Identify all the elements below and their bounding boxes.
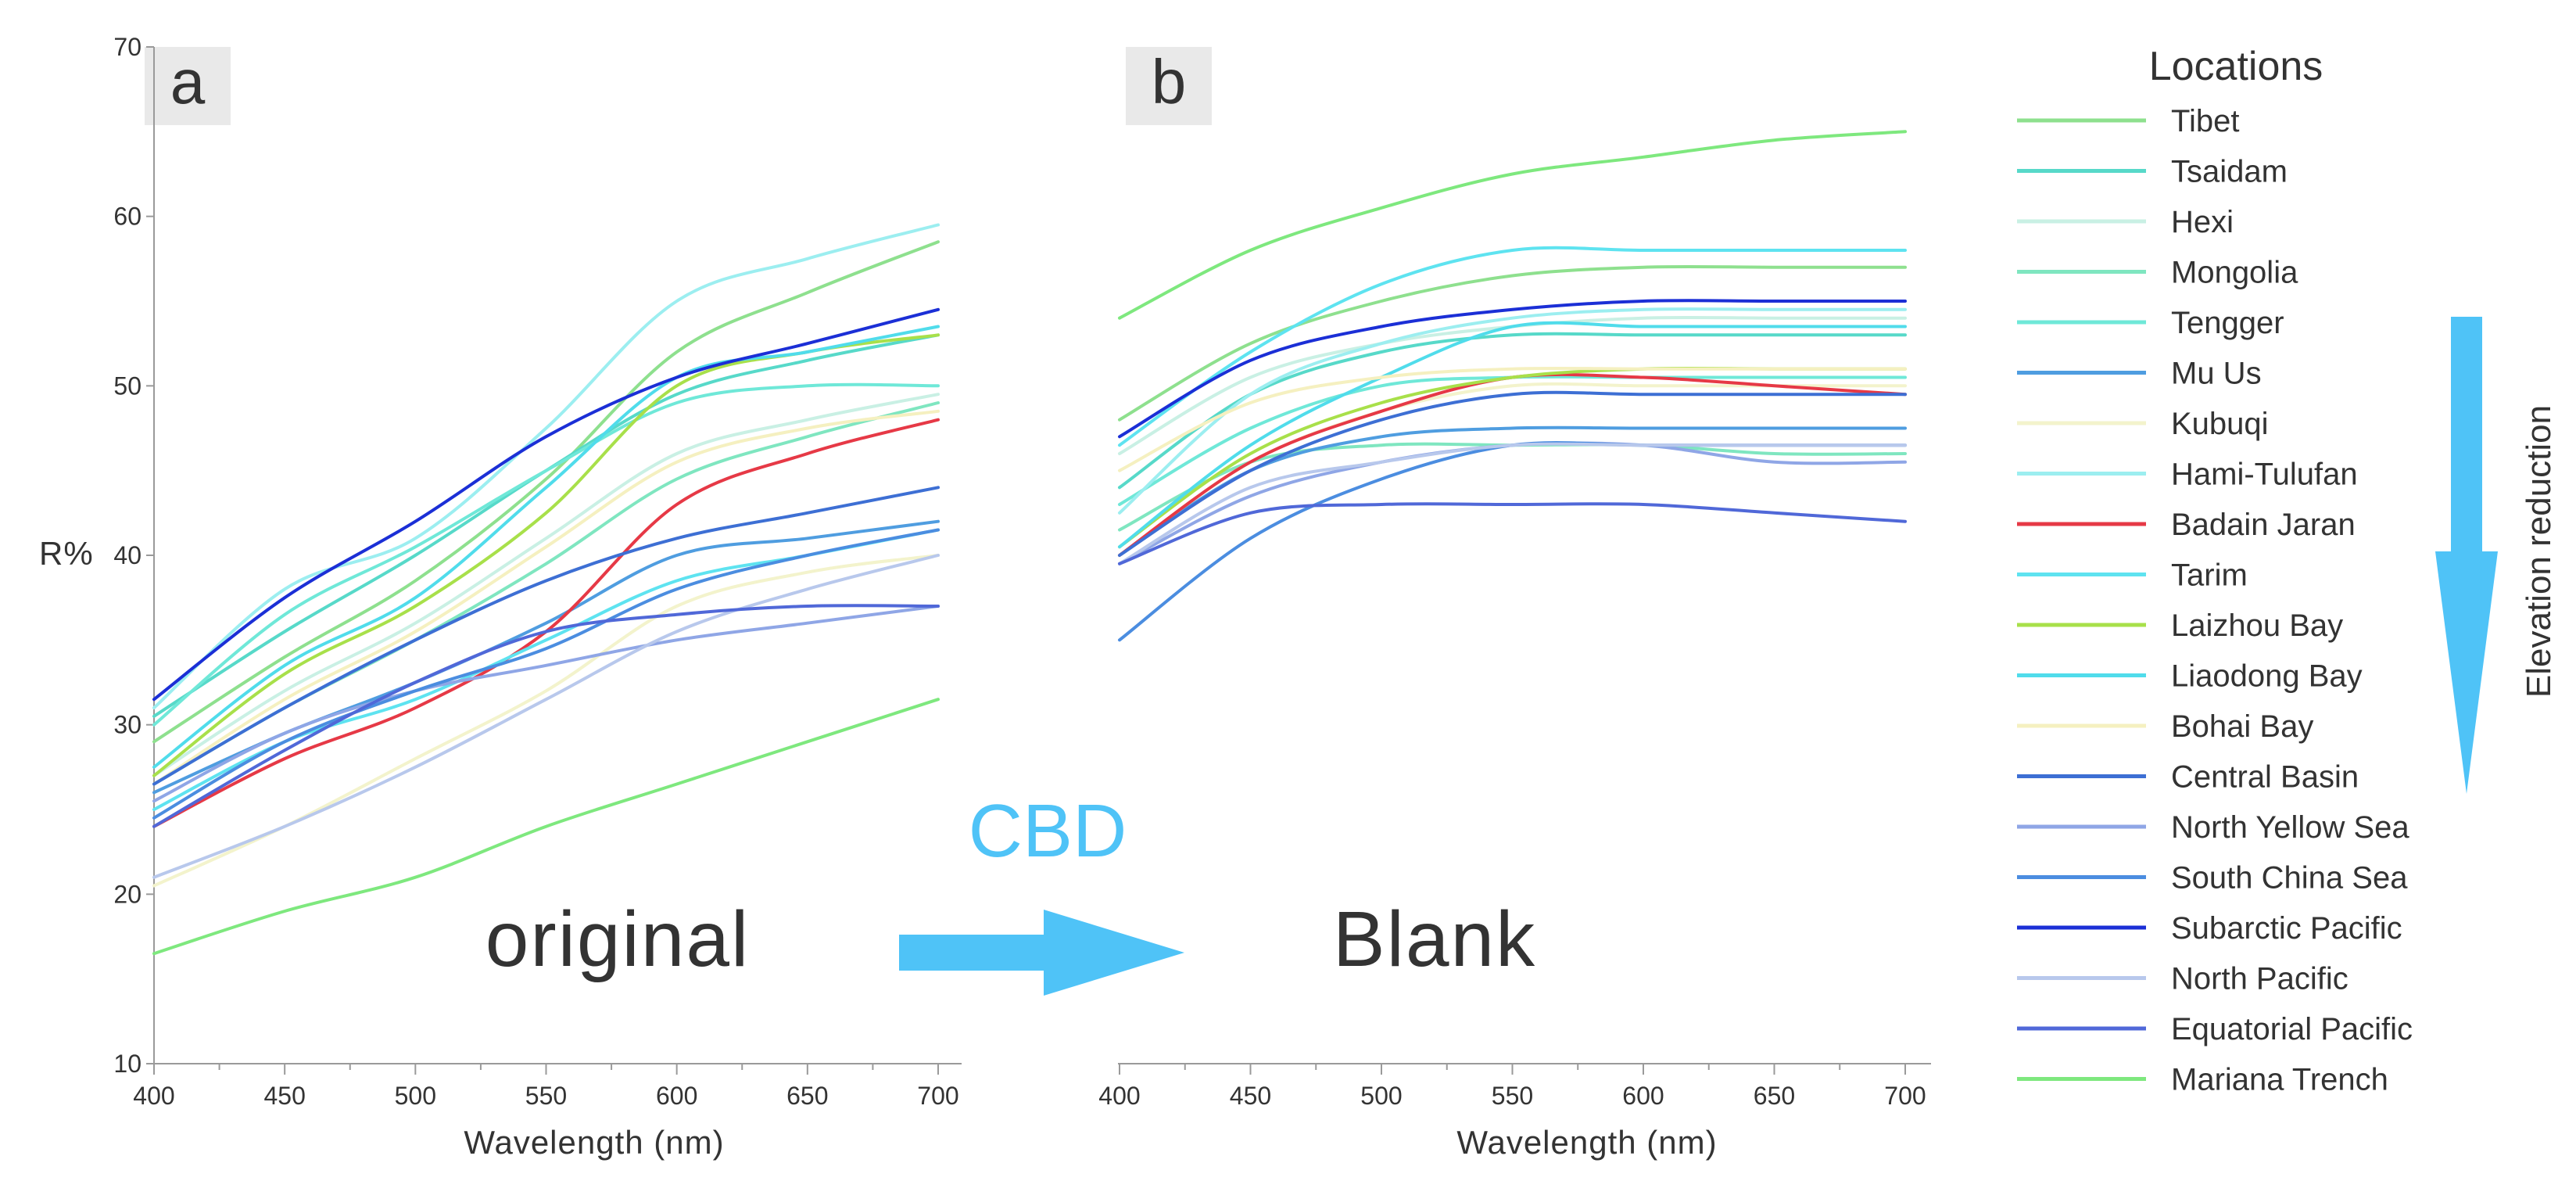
- legend-label-hami-tulufan: Hami-Tulufan: [2171, 458, 2358, 492]
- elevation-note: Elevation reduction: [2520, 405, 2558, 698]
- panel-a-series-hami-tulufan: [152, 223, 940, 709]
- panel-a-label: a: [170, 47, 206, 117]
- panel-b-label-box: [1126, 47, 1212, 125]
- panel-b-label: b: [1152, 47, 1187, 117]
- legend-label-central-basin: Central Basin: [2171, 760, 2359, 795]
- panel-a-y-tick-label-30: 30: [113, 711, 142, 739]
- panel-b-annotation: Blank: [1333, 896, 1536, 983]
- panel-a: a 10 20 30 40 50 60 70 400 450 500 550 600 650 700 R…: [39, 33, 962, 1161]
- panel-b-series-central-basin: [1118, 390, 1907, 557]
- panel-a-series-south-china-sea: [152, 528, 940, 820]
- panel-b-series-mariana-trench: [1118, 130, 1907, 320]
- panel-a-series-equatorial-pacific: [152, 604, 940, 828]
- legend-label-north-yellow-sea: North Yellow Sea: [2171, 810, 2409, 845]
- panel-a-y-tick-label-60: 60: [113, 203, 142, 231]
- panel-a-series-tarim: [152, 528, 940, 811]
- panel-a-series-subarctic-pacific: [152, 307, 940, 702]
- legend-label-liaodong-bay: Liaodong Bay: [2171, 659, 2363, 694]
- panel-a-x-tick-label-650: 650: [786, 1082, 828, 1110]
- panel-a-series-mongolia: [152, 401, 940, 786]
- panel-a-x-tick-label-600: 600: [656, 1082, 697, 1110]
- legend-label-mariana-trench: Mariana Trench: [2171, 1063, 2388, 1097]
- legend-label-tsaidam: Tsaidam: [2171, 155, 2288, 189]
- elevation-arrow-icon: [2435, 317, 2498, 794]
- panel-a-series-central-basin: [152, 486, 940, 786]
- panel-b-series-liaodong-bay: [1118, 321, 1907, 549]
- panel-b-x-label: Wavelength (nm): [1456, 1124, 1717, 1161]
- panel-b-x-tick-label-650: 650: [1754, 1082, 1795, 1110]
- panel-b-series-subarctic-pacific: [1118, 299, 1907, 439]
- panel-a-series-mariana-trench: [152, 698, 940, 956]
- legend: Locations Tibet Tsaidam Hexi Mongolia Tengge…: [2017, 44, 2558, 1097]
- panel-b-series-bohai-bay: [1118, 366, 1907, 472]
- panel-a-series-north-yellow-sea: [152, 605, 940, 803]
- legend-label-mu-us: Mu Us: [2171, 357, 2262, 391]
- panel-a-series-tengger: [152, 382, 940, 727]
- panel-a-series-bohai-bay: [152, 409, 940, 786]
- legend-label-tarim: Tarim: [2171, 558, 2248, 593]
- legend-label-laizhou-bay: Laizhou Bay: [2171, 608, 2343, 643]
- cbd-label: CBD: [969, 789, 1127, 873]
- panel-a-x-tick-label-700: 700: [917, 1082, 958, 1110]
- legend-label-subarctic-pacific: Subarctic Pacific: [2171, 911, 2402, 946]
- panel-b-series-tsaidam: [1118, 332, 1907, 490]
- legend-label-tibet: Tibet: [2171, 104, 2239, 138]
- legend-label-north-pacific: North Pacific: [2171, 962, 2348, 996]
- panel-a-series-hexi: [152, 393, 940, 777]
- panel-b-series-equatorial-pacific: [1118, 502, 1907, 565]
- legend-label-hexi: Hexi: [2171, 205, 2234, 239]
- panel-b-series-hami-tulufan: [1118, 307, 1907, 515]
- legend-label-mongolia: Mongolia: [2171, 256, 2298, 290]
- legend-label-bohai-bay: Bohai Bay: [2171, 709, 2313, 744]
- panel-b-series-north-pacific: [1118, 442, 1907, 565]
- legend-title: Locations: [2149, 44, 2323, 89]
- panel-a-series-liaodong-bay: [152, 325, 940, 769]
- panel-b-series-tarim: [1118, 246, 1907, 447]
- panel-a-x-tick-label-450: 450: [263, 1082, 305, 1110]
- panel-a-x-tick-label-550: 550: [525, 1082, 567, 1110]
- panel-a-y-tick-label-10: 10: [113, 1050, 142, 1078]
- panel-b-x-tick-label-450: 450: [1230, 1082, 1271, 1110]
- legend-label-kubuqi: Kubuqi: [2171, 407, 2269, 441]
- panel-a-y-tick-label-20: 20: [113, 880, 142, 908]
- panel-a-x-label: Wavelength (nm): [464, 1124, 724, 1161]
- panel-a-annotation: original: [485, 896, 750, 983]
- panel-a-y-tick-label-40: 40: [113, 541, 142, 569]
- legend-label-equatorial-pacific: Equatorial Pacific: [2171, 1012, 2413, 1046]
- panel-a-series-tibet: [152, 240, 940, 744]
- panel-a-series-laizhou-bay: [152, 333, 940, 777]
- legend-label-tengger: Tengger: [2171, 306, 2284, 340]
- legend-label-south-china-sea: South China Sea: [2171, 861, 2408, 896]
- panel-a-y-tick-label-50: 50: [113, 372, 142, 400]
- panel-a-y-label: R%: [39, 535, 94, 572]
- panel-a-series-tsaidam: [152, 333, 940, 718]
- panel-b: b 400 450 500 550 600 650 700 Wavelength (nm) …: [1098, 47, 1931, 1161]
- transition-arrow-icon: [899, 910, 1184, 996]
- panel-b-x-tick-label-400: 400: [1098, 1082, 1140, 1110]
- panel-b-x-tick-label-600: 600: [1622, 1082, 1664, 1110]
- panel-b-x-tick-label-700: 700: [1884, 1082, 1926, 1110]
- panel-b-x-tick-label-550: 550: [1492, 1082, 1533, 1110]
- legend-label-badain-jaran: Badain Jaran: [2171, 508, 2356, 542]
- panel-a-y-tick-label-70: 70: [113, 33, 142, 61]
- panel-b-series-south-china-sea: [1118, 440, 1907, 642]
- panel-b-series-tibet: [1118, 264, 1907, 422]
- panel-a-x-tick-label-400: 400: [133, 1082, 174, 1110]
- panel-b-x-tick-label-500: 500: [1360, 1082, 1402, 1110]
- panel-a-x-tick-label-500: 500: [395, 1082, 436, 1110]
- cbd-transition: CBD: [899, 789, 1184, 996]
- panel-a-series-north-pacific: [152, 554, 940, 879]
- panel-a-label-box: [145, 47, 231, 125]
